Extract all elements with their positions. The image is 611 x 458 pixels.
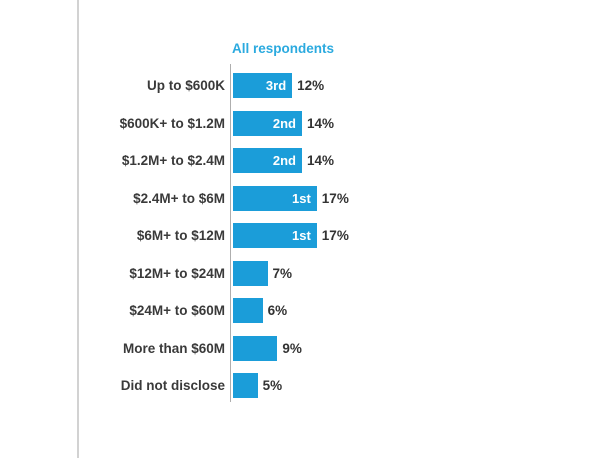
chart-row: Did not disclose 5%	[0, 373, 611, 398]
row-label: $24M+ to $60M	[129, 303, 225, 318]
value-label: 6%	[267, 303, 288, 318]
value-label: 9%	[282, 340, 302, 356]
row-label: More than $60M	[122, 340, 225, 356]
bar: 2nd	[233, 148, 303, 173]
chart-row: $2.4M+ to $6M 1st 17%	[0, 185, 611, 211]
value-label: 17%	[321, 228, 349, 243]
bar	[233, 373, 258, 398]
row-label: $600K+ to $1.2M	[119, 115, 225, 131]
rank-label: 1st	[292, 190, 311, 206]
bar: 3rd	[233, 73, 293, 98]
bar	[233, 335, 278, 361]
rank-label: 3rd	[265, 78, 287, 93]
chart-row: More than $60M 9%	[0, 335, 611, 361]
bar	[233, 260, 268, 286]
chart-title: All respondents	[232, 41, 335, 56]
bar	[233, 298, 263, 323]
value-label: 17%	[321, 190, 349, 206]
chart-row: $1.2M+ to $2.4M 2nd 14%	[0, 148, 611, 173]
value-label: 14%	[307, 115, 335, 131]
row-label: $12M+ to $24M	[129, 265, 225, 281]
row-label: Up to $600K	[146, 78, 225, 93]
y-axis-line	[230, 64, 231, 402]
row-label: $2.4M+ to $6M	[133, 190, 225, 206]
bar: 1st	[233, 185, 317, 211]
page-left-divider	[77, 0, 79, 458]
value-label: 5%	[262, 378, 283, 393]
bar: 1st	[233, 223, 317, 248]
row-label: $6M+ to $12M	[136, 228, 225, 243]
chart-row: $24M+ to $60M 6%	[0, 298, 611, 323]
chart-row: $12M+ to $24M 7%	[0, 260, 611, 286]
rank-label: 2nd	[272, 153, 297, 168]
bar: 2nd	[233, 110, 303, 136]
value-label: 12%	[297, 78, 325, 93]
chart-row: $600K+ to $1.2M 2nd 14%	[0, 110, 611, 136]
row-label: Did not disclose	[120, 378, 225, 393]
rank-label: 1st	[292, 228, 311, 243]
row-label: $1.2M+ to $2.4M	[121, 153, 225, 168]
value-label: 14%	[307, 153, 335, 168]
value-label: 7%	[272, 265, 293, 281]
chart-row: $6M+ to $12M 1st 17%	[0, 223, 611, 248]
chart-rows: Up to $600K 3rd 12% $600K+ to $1.2M 2nd 14% $1…	[0, 73, 611, 411]
rank-label: 2nd	[272, 115, 297, 131]
chart-row: Up to $600K 3rd 12%	[0, 73, 611, 98]
